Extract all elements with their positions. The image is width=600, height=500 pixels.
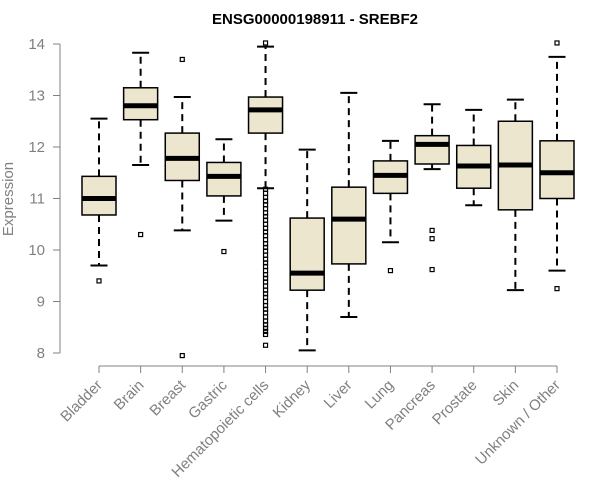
box-iqr [539, 140, 575, 200]
outlier-point [262, 221, 269, 227]
outlier-point [262, 328, 269, 334]
box-brain [122, 51, 159, 238]
outlier-point [554, 286, 560, 292]
outlier-point [179, 352, 185, 359]
box-prostate [455, 108, 492, 207]
x-tick-label: Breast [146, 376, 189, 419]
box-skin [497, 98, 534, 292]
y-tick-label: 14 [28, 36, 45, 53]
box-hematopoietic-cells [247, 40, 284, 348]
outlier-point [262, 237, 269, 243]
outlier-point [262, 268, 269, 274]
y-tick-label: 13 [28, 88, 45, 105]
y-tick-label: 11 [29, 191, 45, 208]
outlier-point [262, 331, 269, 338]
box-iqr [206, 161, 242, 197]
y-tick-label: 12 [28, 139, 45, 156]
y-axis-label: Expression [0, 162, 17, 236]
outlier-point [138, 231, 144, 238]
box-iqr [247, 96, 284, 134]
y-tick-label: 8 [37, 345, 45, 362]
y-axis-ticks: 8 9 10 11 12 13 14 [28, 36, 60, 362]
y-tick-label: 10 [28, 242, 45, 259]
y-tick-label: 9 [37, 294, 45, 311]
box-gastric [206, 138, 242, 255]
box-lung [372, 139, 409, 274]
outlier-point [262, 206, 269, 212]
outlier-point [262, 298, 269, 305]
x-tick-label: Prostate [429, 377, 481, 429]
box-kidney [289, 148, 325, 352]
box-breast [164, 56, 201, 359]
chart-title: ENSG00000198911 - SREBF2 [212, 11, 418, 28]
outlier-point [262, 283, 269, 289]
outlier-point [262, 190, 269, 196]
outlier-point [262, 325, 269, 331]
outlier-point [96, 278, 102, 284]
outlier-point [262, 342, 269, 348]
x-tick-label: Skin [490, 377, 523, 410]
box-iqr [81, 175, 117, 216]
outlier-point [262, 40, 269, 46]
outlier-point [429, 227, 435, 234]
x-tick-label: Bladder [57, 377, 106, 426]
box-unknown-other [539, 40, 575, 292]
box-bladder [81, 117, 117, 284]
outlier-point [262, 252, 269, 258]
box-pancreas [414, 103, 450, 273]
outlier-point [429, 266, 435, 273]
x-tick-label: Kidney [270, 376, 315, 421]
outlier-point [387, 268, 394, 274]
box-series [81, 40, 575, 359]
x-tick-label: Brain [111, 377, 148, 414]
x-tick-label: Lung [362, 377, 398, 413]
box-iqr [414, 134, 450, 165]
box-iqr [289, 217, 325, 291]
x-tick-label: Liver [321, 377, 356, 412]
outlier-point [221, 248, 227, 255]
outlier-point [179, 56, 185, 63]
outlier-point [429, 236, 435, 242]
box-iqr [331, 186, 367, 265]
box-liver [331, 91, 367, 318]
outlier-point [554, 40, 560, 46]
outlier-point [262, 314, 269, 320]
